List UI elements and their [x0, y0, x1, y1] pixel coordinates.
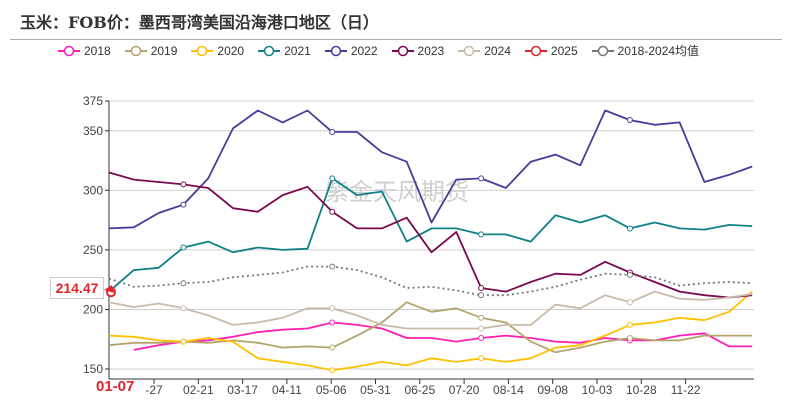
legend-item-2018-2024-[interactable]: 2018-2024均值: [591, 42, 700, 59]
watermark: 紫金天风期货: [325, 178, 469, 206]
legend-item-2024[interactable]: 2024: [458, 42, 511, 59]
x-tick-label: 07-20: [449, 383, 480, 397]
legend-label: 2023: [417, 43, 445, 58]
series-line-2018: [133, 321, 753, 351]
data-point-2018-2024-: [329, 263, 336, 270]
data-point-2024: [626, 299, 633, 306]
legend-item-2025[interactable]: 2025: [524, 42, 578, 59]
data-point-2020: [626, 321, 633, 328]
series-line-2018-2024-: [108, 265, 753, 297]
data-point-2024: [180, 305, 187, 312]
data-point-2019: [329, 344, 336, 351]
series-line-2024: [108, 290, 753, 330]
legend-item-2023[interactable]: 2023: [391, 42, 445, 59]
data-point-2021: [626, 225, 633, 232]
title-divider: [10, 39, 782, 40]
x-tick-label: 11-22: [671, 383, 701, 397]
y-tick-label: 375: [83, 94, 103, 108]
x-tick-label: 10-03: [582, 383, 613, 397]
data-point-2020: [478, 355, 485, 362]
data-point-2022: [180, 201, 187, 208]
legend-marker-icon: [258, 45, 281, 56]
current-value-arrow-icon: [104, 285, 114, 293]
series-line-2019: [108, 301, 753, 354]
data-point-2022: [478, 175, 485, 182]
legend-marker-icon: [58, 45, 80, 56]
data-point-2021: [180, 244, 187, 251]
legend-item-2019[interactable]: 2019: [124, 42, 178, 59]
x-tick-label: -27: [145, 383, 163, 397]
current-value-label: 214.47: [50, 277, 104, 299]
x-tick-label: 03-17: [227, 383, 258, 397]
legend-marker-icon: [124, 45, 147, 56]
data-point-2023: [329, 208, 336, 215]
series-line-2020: [108, 290, 753, 372]
data-point-2023: [478, 285, 485, 292]
legend: 2018 2019 2020 2021 2022 2023 2024 2025 2018-202…: [58, 42, 699, 59]
data-point-2023: [180, 181, 187, 188]
data-point-2019: [478, 314, 485, 321]
data-point-2019: [626, 335, 633, 342]
x-tick-label: 08-14: [493, 383, 524, 397]
legend-label: 2024: [484, 43, 511, 58]
y-tick-label: 250: [83, 243, 103, 257]
legend-label: 2020: [217, 43, 245, 58]
series-line-2023: [108, 171, 753, 299]
x-tick-label: 09-08: [537, 383, 568, 397]
data-point-2018-2024-: [626, 271, 633, 278]
legend-marker-icon: [391, 45, 414, 56]
data-point-2020: [329, 367, 336, 374]
legend-item-2021[interactable]: 2021: [258, 42, 311, 59]
x-tick-label: 04-11: [272, 383, 302, 397]
x-tick-label: 02-21: [183, 383, 214, 397]
series-line-2021: [108, 177, 753, 293]
data-point-2021: [478, 231, 485, 238]
x-tick-label: 05-06: [316, 383, 347, 397]
y-tick-label: 200: [83, 302, 103, 316]
chart-title: 玉米：FOB价：墨西哥湾美国沿海港口地区（日）: [20, 13, 379, 32]
legend-marker-icon: [591, 45, 614, 56]
y-tick-label: 350: [83, 124, 103, 138]
data-point-2018: [478, 335, 485, 342]
x-tick-label: 06-25: [404, 383, 435, 397]
data-point-2018-2024-: [180, 280, 187, 287]
y-tick-label: 300: [83, 183, 103, 197]
data-point-2020: [180, 338, 187, 345]
data-point-2018-2024-: [478, 292, 485, 299]
current-date-label: 01-07: [96, 378, 135, 395]
x-tick-label: 05-31: [360, 383, 391, 397]
legend-label: 2021: [284, 43, 311, 58]
data-point-2024: [329, 305, 336, 312]
legend-item-2020[interactable]: 2020: [191, 42, 244, 59]
legend-item-2022[interactable]: 2022: [324, 42, 378, 59]
legend-marker-icon: [324, 45, 347, 56]
y-tick-label: 150: [83, 362, 103, 376]
legend-marker-icon: [458, 45, 481, 56]
data-point-2018: [329, 319, 336, 326]
legend-label: 2025: [550, 43, 578, 58]
data-point-2021: [329, 175, 336, 182]
series-line-2022: [108, 109, 753, 230]
legend-marker-icon: [191, 45, 214, 56]
legend-label: 2018-2024均值: [617, 44, 700, 58]
legend-label: 2019: [150, 43, 178, 58]
data-point-2024: [478, 325, 485, 332]
data-point-2022: [329, 128, 336, 135]
legend-label: 2018: [84, 43, 111, 58]
x-tick-label: 10-28: [626, 383, 657, 397]
legend-label: 2022: [350, 43, 378, 58]
legend-item-2018[interactable]: 2018: [58, 42, 111, 59]
legend-marker-icon: [524, 45, 547, 56]
data-point-2022: [626, 117, 633, 124]
